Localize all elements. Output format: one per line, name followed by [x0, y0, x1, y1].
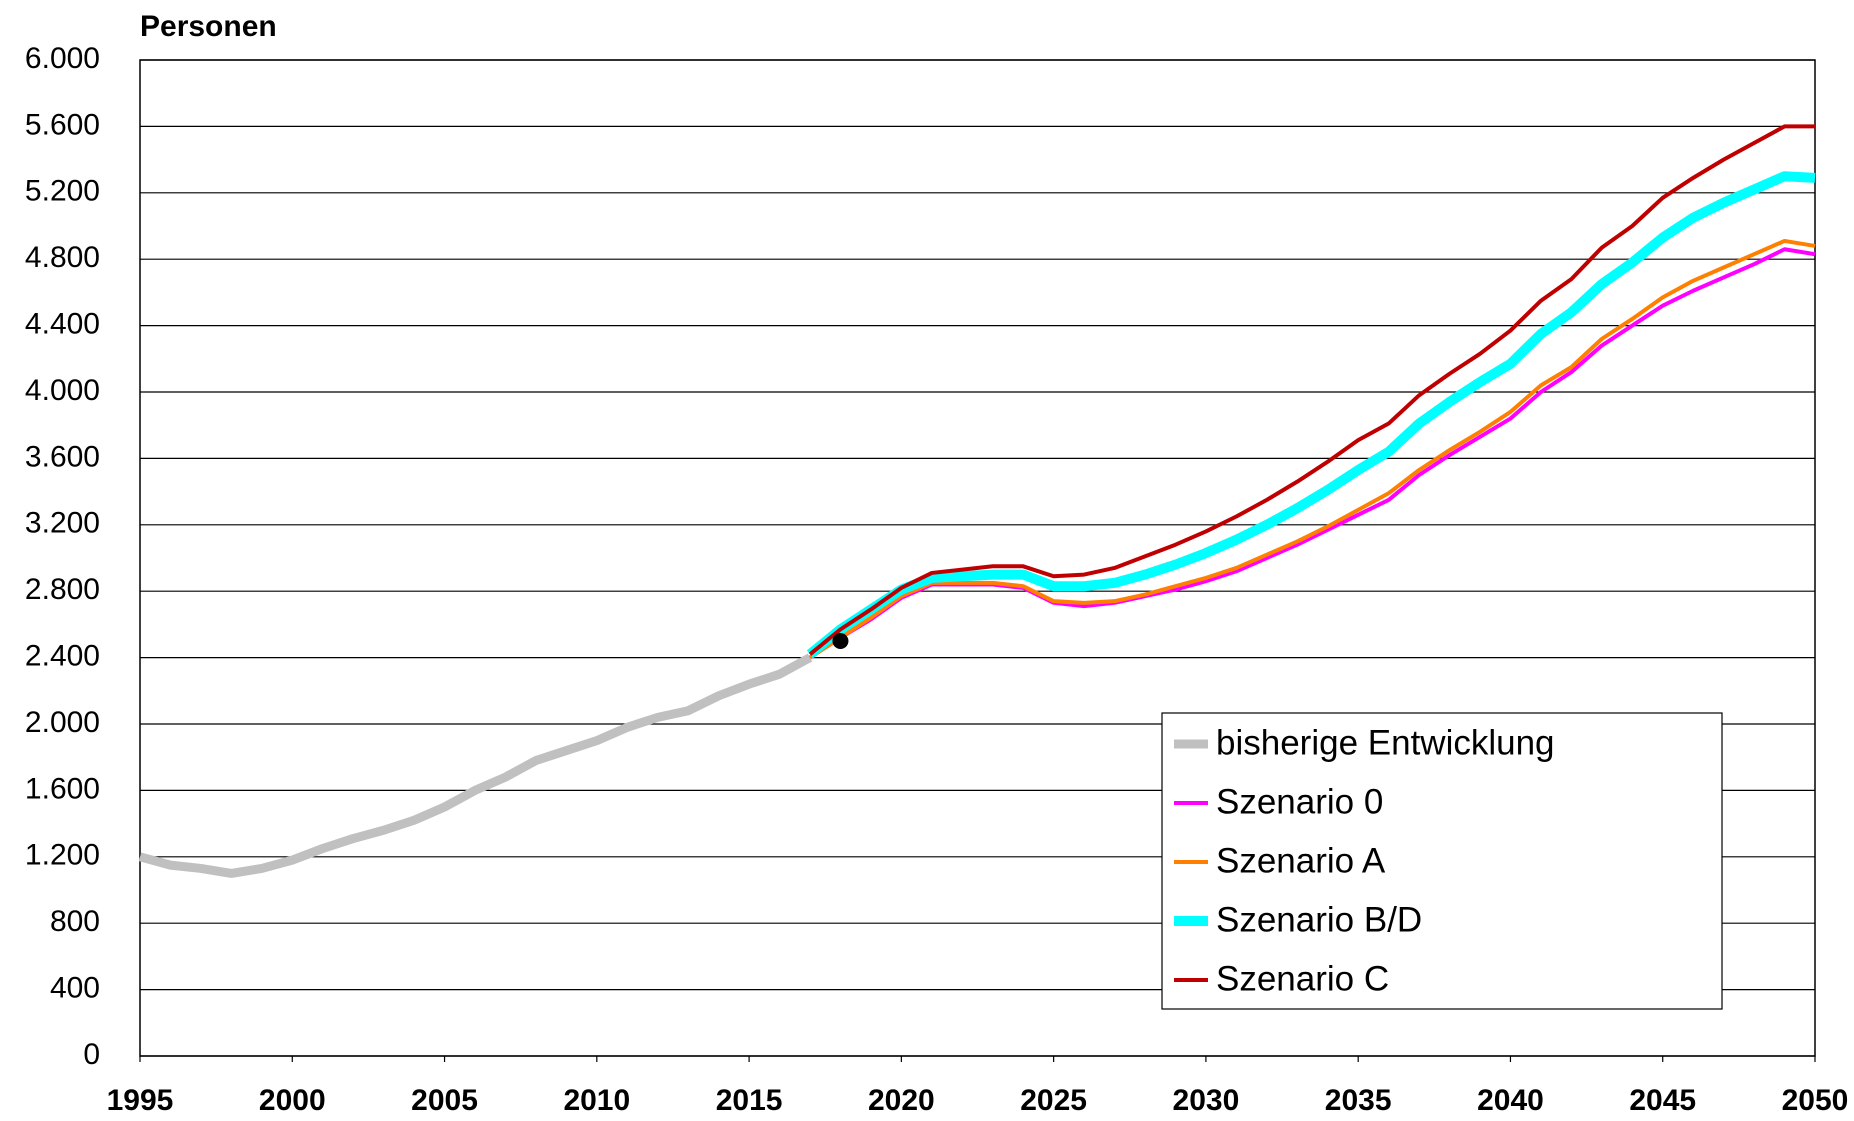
y-tick-label: 5.200 — [25, 175, 100, 208]
y-axis-title: Personen — [140, 10, 277, 43]
legend-label: bisherige Entwicklung — [1216, 723, 1555, 762]
y-tick-label: 0 — [83, 1038, 100, 1071]
x-tick-label: 2045 — [1629, 1084, 1696, 1117]
y-tick-label: 400 — [50, 972, 100, 1005]
series-line — [806, 171, 1816, 659]
x-tick-label: 1995 — [107, 1084, 174, 1117]
y-tick-label: 3.600 — [25, 440, 100, 473]
y-tick-label: 2.000 — [25, 706, 100, 739]
y-tick-label: 1.200 — [25, 839, 100, 872]
x-tick-label: 2035 — [1325, 1084, 1392, 1117]
legend-label: Szenario B/D — [1216, 900, 1422, 939]
y-tick-label: 4.400 — [25, 308, 100, 341]
x-tick-label: 2040 — [1477, 1084, 1544, 1117]
series-line — [808, 247, 1816, 660]
legend-label: Szenario A — [1216, 841, 1386, 880]
y-tick-label: 5.600 — [25, 108, 100, 141]
y-tick-label: 2.800 — [25, 573, 100, 606]
legend-box — [1161, 712, 1723, 1010]
series-line — [808, 124, 1815, 656]
x-tick-label: 2020 — [868, 1084, 935, 1117]
series-line — [138, 653, 813, 878]
x-tick-label: 2050 — [1782, 1084, 1849, 1117]
y-tick-label: 800 — [50, 905, 100, 938]
x-tick-label: 2005 — [411, 1084, 478, 1117]
y-tick-label: 3.200 — [25, 507, 100, 540]
x-tick-label: 2030 — [1173, 1084, 1240, 1117]
legend-label: Szenario 0 — [1216, 782, 1383, 821]
x-tick-label: 2000 — [259, 1084, 326, 1117]
y-tick-label: 4.800 — [25, 241, 100, 274]
legend-label: Szenario C — [1216, 959, 1389, 998]
y-tick-label: 1.600 — [25, 772, 100, 805]
plot-frame — [139, 59, 1816, 1057]
y-tick-label: 6.000 — [25, 42, 100, 75]
y-tick-label: 4.000 — [25, 374, 100, 407]
y-tick-label: 2.400 — [25, 640, 100, 673]
x-tick-label: 2025 — [1020, 1084, 1087, 1117]
series-line — [808, 238, 1816, 660]
data-point — [832, 633, 849, 649]
x-tick-label: 2010 — [563, 1084, 630, 1117]
x-tick-label: 2015 — [716, 1084, 783, 1117]
